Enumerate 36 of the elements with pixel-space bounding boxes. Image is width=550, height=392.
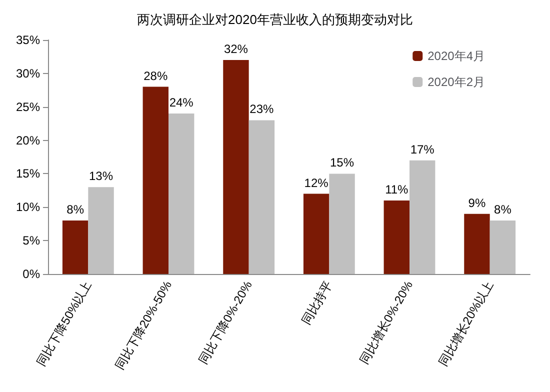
y-tick-label: 5% <box>22 234 40 248</box>
bar <box>168 114 194 274</box>
legend-label: 2020年4月 <box>428 49 486 63</box>
data-label: 17% <box>410 142 435 156</box>
y-tick-label: 30% <box>16 66 40 80</box>
bar <box>62 220 88 274</box>
data-label: 12% <box>304 176 329 190</box>
y-tick-label: 0% <box>22 267 40 281</box>
bar <box>248 120 275 274</box>
data-label: 32% <box>224 42 248 56</box>
data-label: 8% <box>66 202 84 217</box>
bar <box>384 200 410 274</box>
bar <box>410 160 436 274</box>
data-label: 24% <box>169 96 194 110</box>
bar <box>88 187 114 274</box>
data-label: 15% <box>330 156 354 170</box>
data-label: 23% <box>250 102 274 116</box>
y-tick-label: 25% <box>16 100 40 114</box>
bar <box>223 60 249 274</box>
y-tick-label: 15% <box>16 166 40 181</box>
y-tick-label: 10% <box>16 200 40 214</box>
data-label: 8% <box>494 202 512 217</box>
x-tick-label: 同比持平 <box>299 278 336 328</box>
data-label: 13% <box>89 169 114 184</box>
chart-title: 两次调研企业对2020年营业收入的预期变动对比 <box>137 12 413 27</box>
bar <box>303 194 330 274</box>
bar <box>329 174 355 274</box>
bar <box>142 86 168 274</box>
data-label: 11% <box>385 182 409 196</box>
y-tick-label: 35% <box>16 33 40 47</box>
y-tick-label: 20% <box>16 133 40 148</box>
bar <box>464 214 490 274</box>
data-label: 9% <box>468 196 486 210</box>
legend-label: 2020年2月 <box>428 75 486 89</box>
bar <box>490 220 516 274</box>
data-label: 28% <box>144 68 168 83</box>
